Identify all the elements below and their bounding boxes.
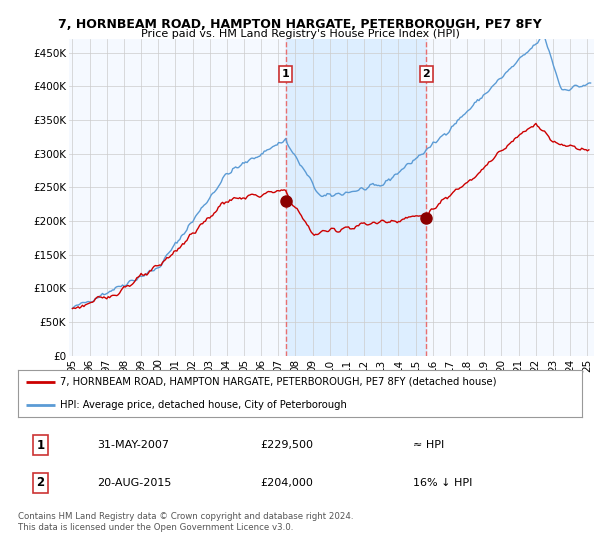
Text: 1: 1 [281, 69, 289, 79]
Text: 16% ↓ HPI: 16% ↓ HPI [413, 478, 472, 488]
Text: 20-AUG-2015: 20-AUG-2015 [97, 478, 172, 488]
Text: £204,000: £204,000 [260, 478, 313, 488]
Bar [286, 39, 427, 356]
Text: Contains HM Land Registry data © Crown copyright and database right 2024.
This d: Contains HM Land Registry data © Crown c… [18, 512, 353, 532]
Text: 2: 2 [37, 477, 44, 489]
Text: 7, HORNBEAM ROAD, HAMPTON HARGATE, PETERBOROUGH, PE7 8FY (detached house): 7, HORNBEAM ROAD, HAMPTON HARGATE, PETER… [60, 376, 497, 386]
Text: 31-MAY-2007: 31-MAY-2007 [97, 440, 169, 450]
Text: ≈ HPI: ≈ HPI [413, 440, 444, 450]
Text: HPI: Average price, detached house, City of Peterborough: HPI: Average price, detached house, City… [60, 400, 347, 410]
Text: 7, HORNBEAM ROAD, HAMPTON HARGATE, PETERBOROUGH, PE7 8FY: 7, HORNBEAM ROAD, HAMPTON HARGATE, PETER… [58, 18, 542, 31]
Text: 2: 2 [422, 69, 430, 79]
Text: £229,500: £229,500 [260, 440, 314, 450]
Text: 1: 1 [37, 438, 44, 451]
Text: Price paid vs. HM Land Registry's House Price Index (HPI): Price paid vs. HM Land Registry's House … [140, 29, 460, 39]
